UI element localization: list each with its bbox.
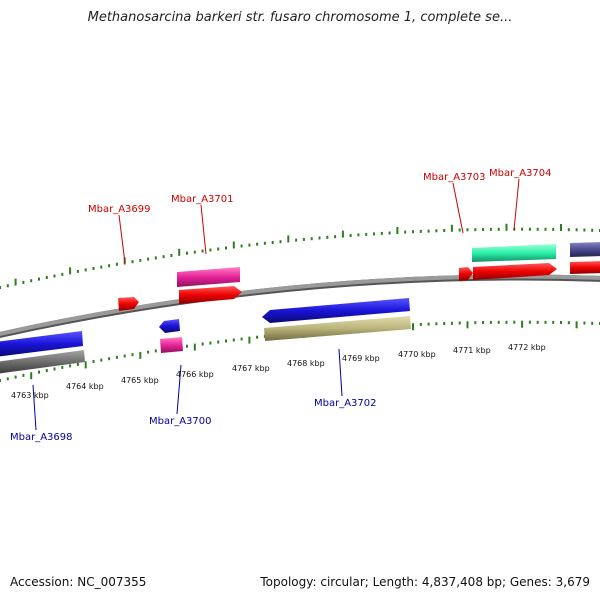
tick-label-4768: 4768 kbp: [287, 359, 325, 368]
feature-mbar-a3698[interactable]: [0, 350, 85, 374]
gene-label-mbar-a3699[interactable]: Mbar_A3699: [88, 204, 151, 215]
gene-label-mbar-a3698[interactable]: Mbar_A3698: [10, 432, 73, 443]
leader-mbar-a3703: [452, 182, 464, 234]
feature-blue-long[interactable]: [262, 298, 410, 323]
feature-teal[interactable]: [472, 244, 556, 262]
reverse-features: [0, 298, 411, 374]
leader-mbar-a3704: [513, 178, 520, 231]
leader-mbar-a3700: [176, 364, 182, 415]
accession-text: Accession: NC_007355: [10, 575, 147, 589]
leader-mbar-a3699: [118, 214, 126, 264]
gene-label-mbar-a3701[interactable]: Mbar_A3701: [171, 194, 234, 205]
summary-text: Topology: circular; Length: 4,837,408 bp…: [260, 575, 590, 589]
forward-tick-row: [0, 223, 600, 289]
feature-mbar-a3703[interactable]: [459, 267, 473, 281]
feature-mbar-a3704[interactable]: [473, 263, 557, 280]
tick-label-4771: 4771 kbp: [453, 346, 491, 355]
tick-label-4763: 4763 kbp: [11, 391, 49, 400]
feature-mbar-a3701[interactable]: [177, 267, 240, 287]
feature-magenta-small[interactable]: [160, 337, 183, 353]
gene-label-mbar-a3700[interactable]: Mbar_A3700: [149, 416, 212, 427]
leader-mbar-a3701: [200, 204, 207, 255]
tick-label-4765: 4765 kbp: [121, 376, 159, 385]
feature-mbar-a3699[interactable]: [118, 297, 139, 311]
axis-labels: 4763 kbp 4764 kbp 4765 kbp 4766 kbp 4767…: [11, 343, 546, 400]
feature-mbar-a3702[interactable]: [264, 316, 411, 341]
tick-label-4767: 4767 kbp: [232, 364, 270, 373]
leader-mbar-a3698: [32, 384, 37, 431]
gene-labels: Mbar_A3699 Mbar_A3701 Mbar_A3703 Mbar_A3…: [10, 168, 552, 443]
tick-label-4764: 4764 kbp: [66, 382, 104, 391]
tick-label-4772: 4772 kbp: [508, 343, 546, 352]
feature-blue-left[interactable]: [0, 331, 83, 357]
gene-label-mbar-a3703[interactable]: Mbar_A3703: [423, 172, 486, 183]
feature-red-a[interactable]: [179, 286, 242, 304]
leader-mbar-a3702: [338, 348, 343, 397]
feature-mbar-a3700[interactable]: [159, 319, 180, 333]
leader-lines: [32, 178, 520, 431]
forward-features: [118, 242, 600, 311]
map-title: Methanosarcina barkeri str. fusaro chrom…: [87, 10, 513, 25]
feature-red-edge[interactable]: [570, 261, 600, 274]
gene-label-mbar-a3704[interactable]: Mbar_A3704: [489, 168, 552, 179]
tick-label-4770: 4770 kbp: [398, 350, 436, 359]
tick-label-4766: 4766 kbp: [176, 370, 214, 379]
tick-label-4769: 4769 kbp: [342, 354, 380, 363]
gene-label-mbar-a3702[interactable]: Mbar_A3702: [314, 398, 377, 409]
feature-slate[interactable]: [570, 242, 600, 257]
